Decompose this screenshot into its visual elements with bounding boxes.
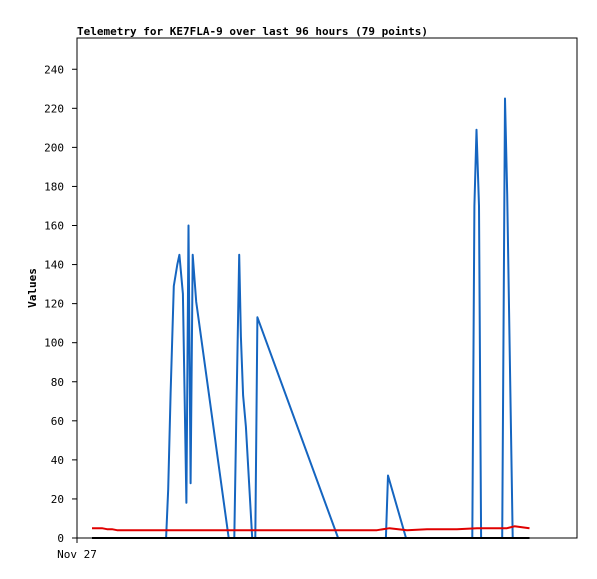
y-tick-label: 40 xyxy=(51,454,64,467)
x-axis: Nov 27 xyxy=(57,538,97,561)
y-tick-label: 20 xyxy=(51,493,64,506)
y-tick-label: 140 xyxy=(44,259,64,272)
y-tick-label: 120 xyxy=(44,298,64,311)
y-tick-label: 100 xyxy=(44,337,64,350)
y-tick-label: 160 xyxy=(44,220,64,233)
y-axis-label: Values xyxy=(26,268,39,308)
y-tick-label: 220 xyxy=(44,102,64,115)
y-axis: 0 20 40 60 80 100 120 140 160 180 200 220 240 xyxy=(44,63,77,545)
series-line-1 xyxy=(118,97,525,539)
x-tick-label: Nov 27 xyxy=(57,548,97,561)
y-tick-label: 200 xyxy=(44,141,64,154)
series-group xyxy=(92,97,530,539)
y-tick-label: 0 xyxy=(57,532,64,545)
y-tick-label: 80 xyxy=(51,376,64,389)
y-tick-label: 240 xyxy=(44,63,64,76)
chart-title: Telemetry for KE7FLA-9 over last 96 hour… xyxy=(77,25,428,38)
series-line-2 xyxy=(92,525,530,532)
y-tick-label: 60 xyxy=(51,415,64,428)
y-tick-label: 180 xyxy=(44,180,64,193)
